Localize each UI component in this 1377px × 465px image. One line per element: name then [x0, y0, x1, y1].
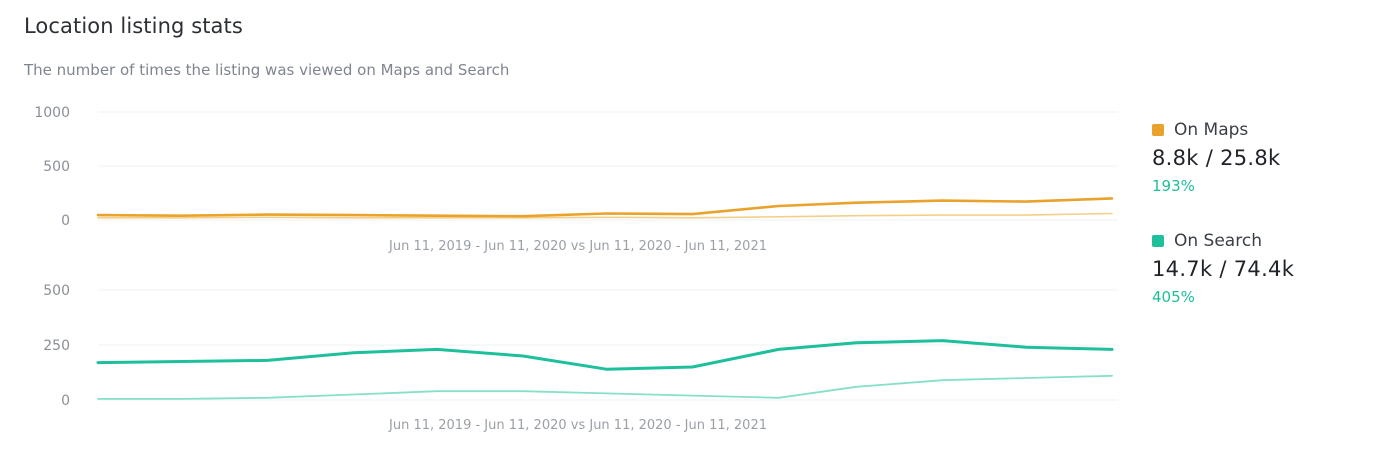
- legend-maps-label: On Maps: [1174, 120, 1249, 140]
- legend-maps-change: 193%: [1152, 177, 1195, 195]
- legend-maps-value: 8.8k / 25.8k: [1152, 146, 1281, 170]
- legend-search: On Search 14.7k / 74.4k 405%: [1152, 231, 1362, 306]
- legend-maps: On Maps 8.8k / 25.8k 193%: [1152, 120, 1362, 195]
- maps-chart: 0 500 1000 Jun 11, 2019 - Jun 11, 2020 vs J…: [34, 105, 1118, 254]
- search-chart: 0 250 500 Jun 11, 2019 - Jun 11, 2020 vs Ju…: [43, 283, 1118, 433]
- y-tick-label: 250: [43, 338, 70, 354]
- page-subtitle: The number of times the listing was view…: [24, 61, 510, 79]
- x-axis-label: Jun 11, 2019 - Jun 11, 2020 vs Jun 11, 2…: [388, 418, 767, 433]
- legend-search-name: On Search: [1152, 231, 1362, 251]
- legend-search-swatch: [1152, 235, 1164, 247]
- maps-comparison-line: [97, 212, 1113, 219]
- y-tick-label: 500: [43, 283, 70, 299]
- legend-search-label: On Search: [1174, 231, 1262, 251]
- y-tick-label: 1000: [34, 105, 70, 121]
- search-series-line: [96, 339, 1114, 371]
- search-comparison-line: [97, 374, 1113, 400]
- legend-maps-name: On Maps: [1152, 120, 1362, 140]
- page-title: Location listing stats: [24, 14, 243, 38]
- legend-search-change: 405%: [1152, 288, 1195, 306]
- y-tick-label: 0: [61, 213, 70, 229]
- y-tick-label: 0: [61, 393, 70, 409]
- legend-maps-swatch: [1152, 124, 1164, 136]
- legend-search-value: 14.7k / 74.4k: [1152, 257, 1295, 281]
- maps-series-line: [96, 197, 1114, 218]
- y-tick-label: 500: [43, 159, 70, 175]
- x-axis-label: Jun 11, 2019 - Jun 11, 2020 vs Jun 11, 2…: [388, 239, 767, 254]
